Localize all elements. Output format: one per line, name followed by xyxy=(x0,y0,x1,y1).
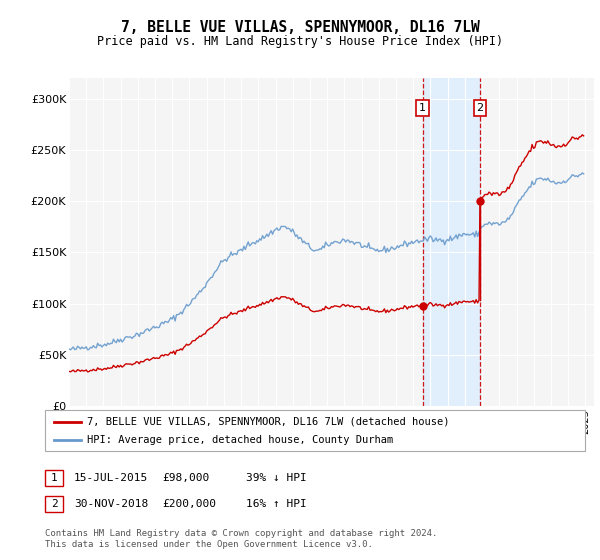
Text: Price paid vs. HM Land Registry's House Price Index (HPI): Price paid vs. HM Land Registry's House … xyxy=(97,35,503,48)
Text: 39% ↓ HPI: 39% ↓ HPI xyxy=(246,473,307,483)
Text: £98,000: £98,000 xyxy=(162,473,209,483)
Bar xyxy=(422,78,480,406)
Text: 15-JUL-2015: 15-JUL-2015 xyxy=(74,473,148,483)
Text: 2: 2 xyxy=(50,499,58,509)
Text: 1: 1 xyxy=(419,103,426,113)
Text: 16% ↑ HPI: 16% ↑ HPI xyxy=(246,499,307,509)
Text: £200,000: £200,000 xyxy=(162,499,216,509)
Text: 2: 2 xyxy=(476,103,484,113)
Text: HPI: Average price, detached house, County Durham: HPI: Average price, detached house, Coun… xyxy=(87,435,393,445)
Text: 7, BELLE VUE VILLAS, SPENNYMOOR, DL16 7LW: 7, BELLE VUE VILLAS, SPENNYMOOR, DL16 7L… xyxy=(121,20,479,35)
Text: Contains HM Land Registry data © Crown copyright and database right 2024.
This d: Contains HM Land Registry data © Crown c… xyxy=(45,529,437,549)
Text: 7, BELLE VUE VILLAS, SPENNYMOOR, DL16 7LW (detached house): 7, BELLE VUE VILLAS, SPENNYMOOR, DL16 7L… xyxy=(87,417,449,427)
Text: 1: 1 xyxy=(50,473,58,483)
Text: 30-NOV-2018: 30-NOV-2018 xyxy=(74,499,148,509)
